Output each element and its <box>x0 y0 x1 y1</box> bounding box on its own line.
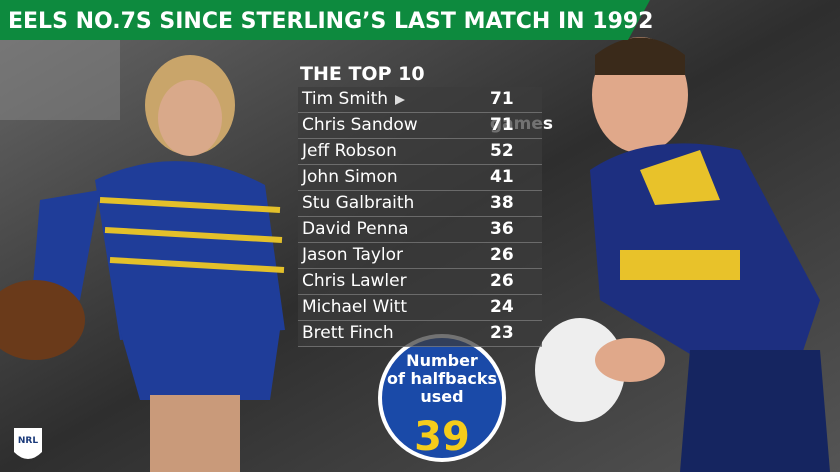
games: 71 <box>490 115 514 135</box>
table-row: Jason Taylor 26 <box>298 243 542 269</box>
table-row: David Penna 36 <box>298 217 542 243</box>
table-heading: THE TOP 10 <box>300 63 425 85</box>
games: 38 <box>490 193 514 213</box>
badge-text: used <box>420 387 463 406</box>
player-name: Chris Sandow <box>302 115 418 135</box>
table-row: Chris Lawler 26 <box>298 269 542 295</box>
games: 26 <box>490 245 514 265</box>
games: 52 <box>490 141 514 161</box>
title-banner <box>0 0 650 40</box>
logo-text: NRL <box>18 436 38 446</box>
arrow <box>395 95 405 105</box>
player-name: John Simon <box>302 167 398 187</box>
games: 24 <box>490 297 514 317</box>
sign <box>0 40 120 120</box>
table-row: John Simon 41 <box>298 165 542 191</box>
badge-text: Number <box>406 351 478 370</box>
title: EELS NO.7S SINCE STERLING’S LAST MATCH I… <box>8 9 654 34</box>
player-name: Brett Finch <box>302 323 394 343</box>
games: 26 <box>490 271 514 291</box>
right-player <box>535 37 830 472</box>
player-name: Stu Galbraith <box>302 193 415 213</box>
table-row: Michael Witt 24 <box>298 295 542 321</box>
badge-number: 39 <box>414 414 470 460</box>
games: 36 <box>490 219 514 239</box>
games: 41 <box>490 167 514 187</box>
logo-shield <box>14 428 42 459</box>
player-name: Chris Lawler <box>302 271 407 291</box>
badge-text: of halfbacks <box>387 369 497 388</box>
left-player <box>0 55 285 472</box>
table-row: Jeff Robson 52 <box>298 139 542 165</box>
badge <box>382 338 502 458</box>
player-name: Tim Smith <box>302 89 389 109</box>
player-name: Michael Witt <box>302 297 408 317</box>
player-name: Jason Taylor <box>302 245 404 265</box>
player-name: David Penna <box>302 219 409 239</box>
table-row: Chris Sandow 71 <box>298 113 542 139</box>
games: 23 <box>490 323 514 343</box>
table-row: Brett Finch 23 <box>298 321 542 347</box>
table-row: Stu Galbraith 38 <box>298 191 542 217</box>
player-name: Jeff Robson <box>302 141 397 161</box>
